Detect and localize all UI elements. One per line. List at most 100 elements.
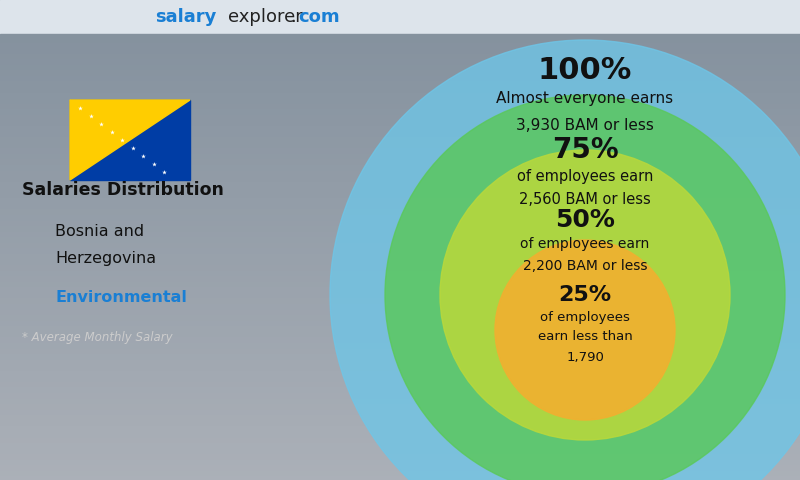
Bar xyxy=(0,323,800,330)
Bar xyxy=(0,434,800,441)
Text: 2,200 BAM or less: 2,200 BAM or less xyxy=(522,259,647,273)
Bar xyxy=(0,201,800,207)
Bar xyxy=(0,273,800,280)
Bar xyxy=(0,112,800,119)
Bar xyxy=(0,429,800,435)
Bar xyxy=(0,379,800,385)
Bar xyxy=(0,101,800,108)
Bar xyxy=(0,162,800,168)
Bar xyxy=(70,100,190,180)
Text: 100%: 100% xyxy=(538,56,632,84)
Bar xyxy=(0,440,800,446)
Ellipse shape xyxy=(385,95,785,480)
Text: 25%: 25% xyxy=(558,285,611,305)
Bar xyxy=(0,129,800,135)
Bar xyxy=(0,51,800,57)
Bar xyxy=(0,179,800,185)
Text: .: . xyxy=(290,9,296,26)
Bar xyxy=(0,228,800,235)
Bar xyxy=(0,468,800,474)
Bar xyxy=(0,106,800,113)
Bar xyxy=(0,240,800,246)
Bar xyxy=(0,39,800,46)
Bar xyxy=(0,473,800,480)
Bar xyxy=(0,206,800,213)
Bar xyxy=(0,412,800,419)
Bar xyxy=(0,190,800,196)
Ellipse shape xyxy=(330,40,800,480)
Text: Almost everyone earns: Almost everyone earns xyxy=(497,91,674,106)
Bar xyxy=(0,262,800,269)
Bar xyxy=(0,95,800,102)
Bar xyxy=(0,373,800,380)
Bar xyxy=(0,223,800,230)
Bar xyxy=(0,62,800,68)
Text: 2,560 BAM or less: 2,560 BAM or less xyxy=(519,192,651,207)
Bar xyxy=(0,290,800,297)
Ellipse shape xyxy=(440,150,730,440)
Bar xyxy=(0,151,800,157)
Bar xyxy=(0,156,800,163)
Bar xyxy=(0,84,800,91)
Bar xyxy=(0,284,800,291)
Bar xyxy=(0,268,800,274)
Bar xyxy=(0,423,800,430)
Bar xyxy=(0,407,800,413)
Bar xyxy=(0,195,800,202)
Text: Bosnia and: Bosnia and xyxy=(55,225,144,240)
Bar xyxy=(0,340,800,347)
Bar xyxy=(0,418,800,424)
Text: Salaries Distribution: Salaries Distribution xyxy=(22,181,224,199)
Bar xyxy=(0,351,800,358)
Text: Herzegovina: Herzegovina xyxy=(55,251,156,265)
Bar xyxy=(0,318,800,324)
Bar xyxy=(0,217,800,224)
Text: earn less than: earn less than xyxy=(538,331,632,344)
Text: com: com xyxy=(298,9,340,26)
Bar xyxy=(0,234,800,241)
Bar xyxy=(0,140,800,146)
Bar xyxy=(0,168,800,174)
Bar xyxy=(0,346,800,352)
Bar xyxy=(0,134,800,141)
Bar xyxy=(0,301,800,308)
Text: Environmental: Environmental xyxy=(55,290,187,305)
Bar xyxy=(0,123,800,130)
Bar xyxy=(0,79,800,85)
Bar xyxy=(0,34,800,41)
Bar xyxy=(0,307,800,313)
Bar xyxy=(0,368,800,374)
Bar xyxy=(0,251,800,257)
Text: 3,930 BAM or less: 3,930 BAM or less xyxy=(516,118,654,132)
Bar xyxy=(0,279,800,285)
Bar xyxy=(0,445,800,452)
Text: 50%: 50% xyxy=(555,208,615,232)
Bar xyxy=(0,256,800,263)
Bar xyxy=(0,462,800,469)
Bar xyxy=(0,56,800,63)
Bar xyxy=(0,90,800,96)
Bar xyxy=(0,145,800,152)
Polygon shape xyxy=(70,100,190,180)
Bar xyxy=(0,184,800,191)
Ellipse shape xyxy=(495,240,675,420)
Text: salary: salary xyxy=(155,9,216,26)
Bar xyxy=(0,335,800,341)
Bar xyxy=(0,245,800,252)
Bar xyxy=(0,73,800,80)
Bar xyxy=(0,451,800,458)
Bar xyxy=(0,329,800,336)
Bar xyxy=(0,401,800,408)
Text: * Average Monthly Salary: * Average Monthly Salary xyxy=(22,332,173,345)
Bar xyxy=(0,312,800,319)
Bar xyxy=(0,390,800,396)
Text: of employees earn: of employees earn xyxy=(517,168,653,183)
Bar xyxy=(0,457,800,463)
Bar xyxy=(0,396,800,402)
Text: of employees earn: of employees earn xyxy=(520,237,650,251)
Text: of employees: of employees xyxy=(540,311,630,324)
Bar xyxy=(0,357,800,363)
Bar xyxy=(0,362,800,369)
Bar xyxy=(0,173,800,180)
Text: 75%: 75% xyxy=(552,136,618,164)
